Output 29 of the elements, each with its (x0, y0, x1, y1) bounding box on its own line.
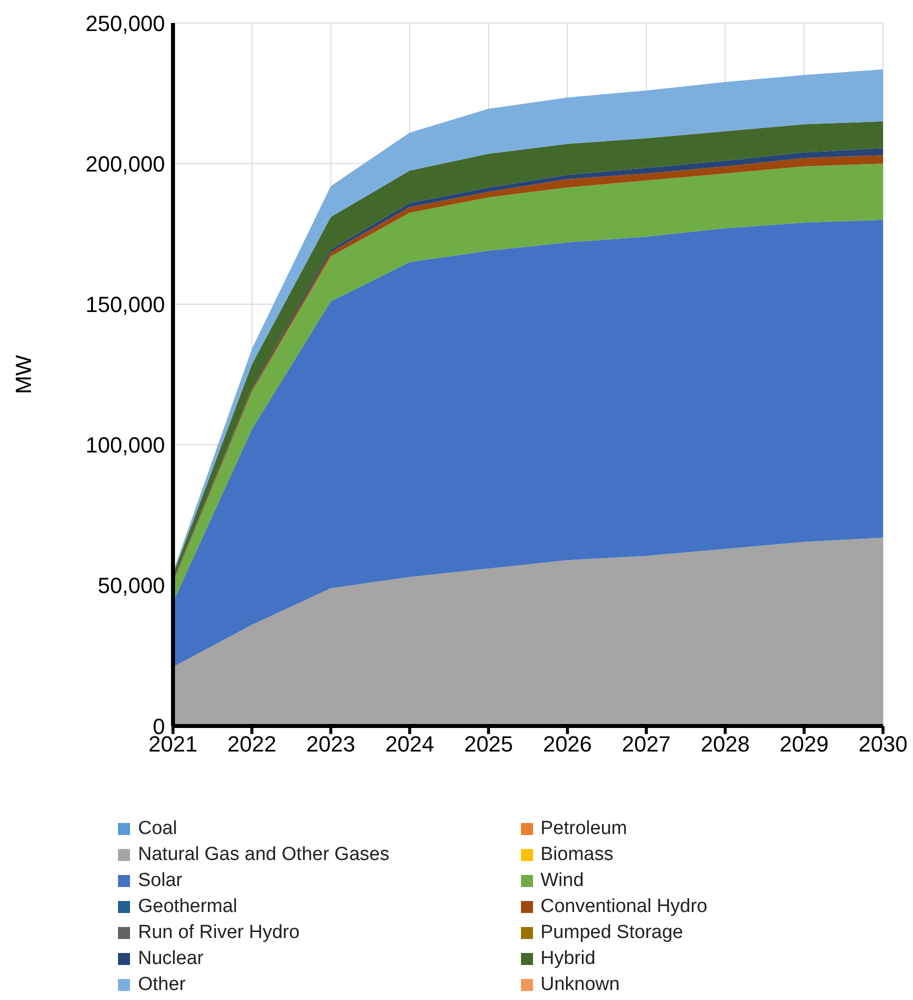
legend-label: Petroleum (540, 818, 628, 840)
x-tick-label: 2029 (780, 732, 829, 757)
x-tick-label: 2023 (306, 732, 356, 757)
y-tick-label: 250,000 (85, 10, 165, 36)
legend-label: Conventional Hydro (540, 896, 708, 918)
legend-label: Coal (138, 818, 178, 840)
y-tick-label: 100,000 (85, 432, 165, 458)
legend-label: Pumped Storage (540, 922, 684, 944)
x-tick-label: 2022 (227, 732, 276, 757)
x-tick-label: 2028 (700, 732, 750, 757)
legend-label: Wind (540, 870, 584, 892)
legend-label: Run of River Hydro (138, 922, 300, 944)
y-tick-label: 150,000 (85, 292, 165, 318)
legend-label: Nuclear (138, 948, 204, 970)
y-axis-title: MW (10, 354, 36, 394)
x-tick-label: 2030 (858, 732, 908, 757)
x-tick-label: 2027 (622, 732, 671, 757)
x-tick-label: 2024 (385, 732, 434, 757)
legend-label: Biomass (540, 844, 614, 866)
legend-label: Unknown (540, 974, 620, 996)
y-tick-label: 200,000 (85, 151, 165, 176)
x-tick-label: 2025 (464, 732, 514, 757)
legend-label: Other (138, 974, 186, 996)
x-tick-label: 2026 (542, 732, 592, 757)
legend-label: Solar (138, 870, 182, 892)
y-tick-label: 50,000 (98, 573, 165, 598)
legend-label: Hybrid (540, 948, 596, 970)
legend-label: Geothermal (138, 896, 238, 918)
legend-label: Natural Gas and Other Gases (138, 844, 390, 866)
